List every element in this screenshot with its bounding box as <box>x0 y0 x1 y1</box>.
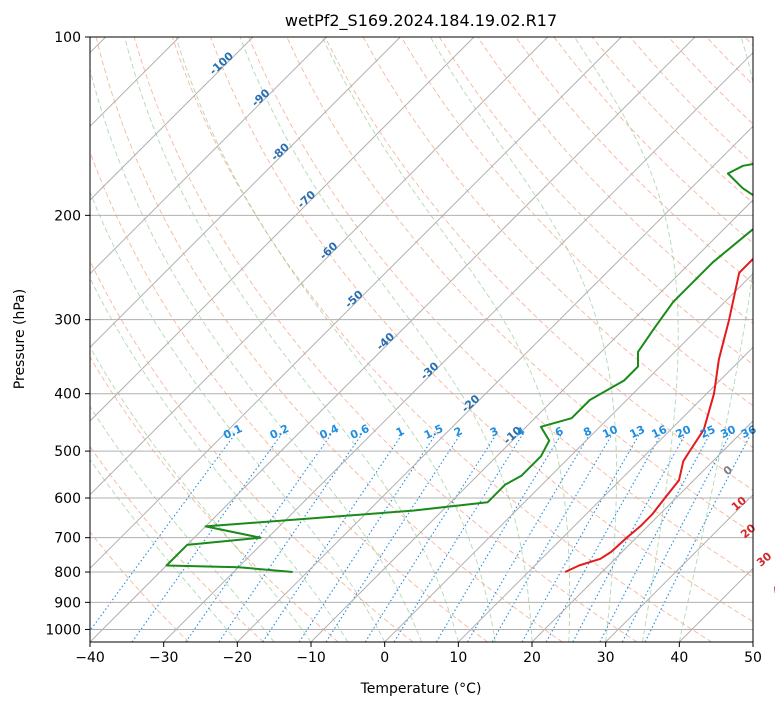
isotherm-line <box>90 37 328 275</box>
x-axis: −40 −30 −20 −10 0 10 20 30 40 50 <box>75 642 762 666</box>
moist-adiabat <box>430 37 617 642</box>
moist-adiabat <box>124 37 459 642</box>
mixing-ratio-label: 25 <box>698 423 717 441</box>
moist-adiabat <box>574 37 679 642</box>
x-tick-label: −40 <box>75 650 105 666</box>
dewpoint-profile <box>165 163 753 573</box>
isotherm-line <box>90 37 622 570</box>
dry-adiabat <box>90 445 264 642</box>
x-axis-title: Temperature (°C) <box>360 681 482 697</box>
moist-adiabat-label: 30 <box>754 549 774 569</box>
mixing-ratio-line <box>545 434 662 642</box>
y-tick-label: 800 <box>54 565 81 581</box>
dry-adiabat <box>171 37 712 642</box>
isotherm-line <box>605 493 753 642</box>
dry-adiabat <box>95 37 563 642</box>
y-tick-label: 500 <box>54 444 81 460</box>
moist-adiabat <box>90 190 386 642</box>
chart-title: wetPf2_S169.2024.184.19.02.R17 <box>285 11 557 31</box>
mixing-ratio-line <box>621 434 731 642</box>
mixing-ratio-line <box>364 434 497 642</box>
x-tick-label: 40 <box>670 650 688 666</box>
x-tick-label: −20 <box>223 650 253 666</box>
pressure-gridlines <box>90 37 753 630</box>
moist-adiabat <box>90 458 238 642</box>
moist-adiabat <box>175 37 496 642</box>
y-tick-label: 200 <box>54 208 81 224</box>
series-group <box>165 163 753 573</box>
y-tick-label: 600 <box>54 491 81 507</box>
y-tick-label: 400 <box>54 387 81 403</box>
dry-adiabat <box>90 531 190 642</box>
mixing-ratio-line <box>218 434 362 642</box>
isotherm-line <box>310 199 753 642</box>
plot-background <box>90 37 753 642</box>
mixing-ratio-line <box>435 434 562 642</box>
mixing-ratio-line <box>325 434 461 642</box>
moist-adiabat <box>90 405 275 642</box>
mixing-ratio-line <box>467 434 590 642</box>
mixing-ratio-line <box>185 434 332 642</box>
isotherm-line <box>163 51 753 642</box>
isotherm-line <box>457 346 753 642</box>
isotherm-line <box>90 37 696 642</box>
dry-adiabat <box>210 37 753 623</box>
isotherm-line <box>90 37 475 422</box>
x-tick-label: 50 <box>744 650 762 666</box>
mixing-ratio-label: 10 <box>600 423 620 441</box>
moist-adiabat <box>90 277 349 642</box>
plot-frame <box>89 36 754 643</box>
temperature-profile <box>564 257 753 573</box>
x-tick-label: 0 <box>380 650 389 666</box>
isotherm-line <box>384 272 753 642</box>
dry-adiabat <box>400 37 753 407</box>
mixing-ratio-line <box>521 434 640 642</box>
dry-adiabat <box>248 37 753 578</box>
x-tick-label: 10 <box>449 650 467 666</box>
mixing-ratio-label: 13 <box>628 423 647 441</box>
y-tick-label: 1000 <box>45 622 81 638</box>
dry-adiabat <box>133 37 638 642</box>
x-tick-label: −30 <box>149 650 179 666</box>
dry-adiabat <box>439 37 753 365</box>
mixing-ratio-label: 30 <box>718 423 738 441</box>
y-axis-title: Pressure (hPa) <box>12 289 28 389</box>
mixing-ratio-label: 36 <box>739 423 759 441</box>
background-lines <box>90 37 753 642</box>
y-tick-label: 900 <box>54 595 81 611</box>
mixing-ratio-label: 16 <box>650 423 670 441</box>
isotherm-line <box>90 37 254 201</box>
moist-adiabat <box>239 37 533 642</box>
x-tick-label: 20 <box>523 650 541 666</box>
moist-adiabat <box>321 37 571 642</box>
dry-adiabat <box>515 37 753 284</box>
mixing-ratio-line <box>90 434 235 632</box>
moist-adiabat-label: 40 <box>770 578 775 598</box>
y-tick-label: 700 <box>54 531 81 547</box>
y-axis: 100 200 300 400 500 600 700 800 900 1000 <box>45 30 90 638</box>
isotherm-line <box>531 420 753 642</box>
isotherm-line <box>236 125 753 642</box>
mixing-ratio-line <box>491 434 613 642</box>
isotherm-line <box>90 37 401 349</box>
dry-adiabat <box>324 37 753 491</box>
moist-adiabat <box>678 37 753 642</box>
dry-adiabat <box>90 150 488 642</box>
mixing-ratio-line <box>572 434 686 642</box>
moist-adiabat <box>90 67 422 642</box>
x-tick-label: 30 <box>597 650 615 666</box>
isotherm-line <box>90 37 549 496</box>
y-tick-label: 100 <box>54 30 81 46</box>
y-tick-label: 300 <box>54 313 81 329</box>
dry-adiabat <box>90 356 339 642</box>
mixing-ratio-label: 20 <box>674 423 694 441</box>
mixing-ratio-line <box>644 434 751 642</box>
x-tick-label: −10 <box>296 650 326 666</box>
isotherm-lines <box>90 37 753 642</box>
